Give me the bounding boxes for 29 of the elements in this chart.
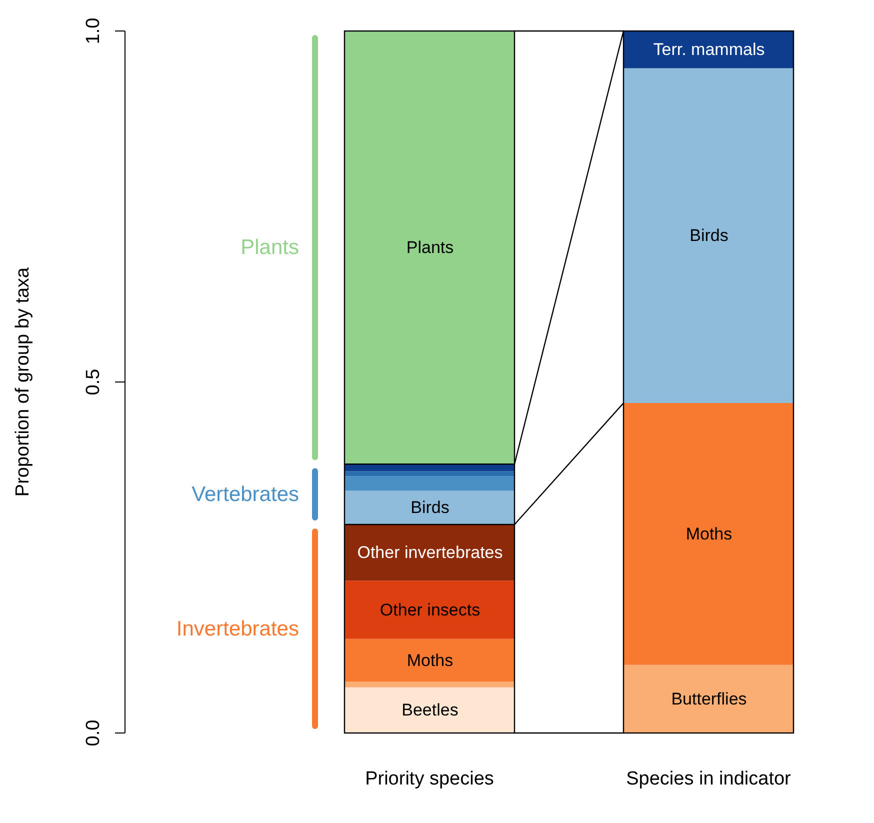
x-tick-label: Species in indicator bbox=[626, 768, 792, 790]
bar bbox=[345, 476, 515, 491]
series-label: Beetles bbox=[402, 700, 458, 720]
series-label: Plants bbox=[406, 238, 454, 258]
bar bbox=[345, 687, 515, 733]
bar bbox=[624, 664, 794, 733]
text: Moths bbox=[686, 524, 732, 544]
series-label: Birds bbox=[410, 498, 450, 518]
text: Birds bbox=[690, 226, 728, 246]
y-tick-label: 0.0 bbox=[83, 720, 104, 746]
series-label: Other insects bbox=[380, 600, 480, 620]
x-tick-label: Priority species bbox=[365, 768, 494, 790]
y-axis-title: Proportion of group by taxa bbox=[12, 266, 34, 497]
annotation: Plants bbox=[240, 236, 299, 260]
bar bbox=[345, 31, 515, 464]
bar bbox=[345, 471, 515, 476]
annotation: Invertebrates bbox=[176, 617, 299, 640]
y-tick-label: 0.5 bbox=[83, 368, 104, 396]
series-label: Butterflies bbox=[671, 689, 747, 708]
series-label: Moths bbox=[406, 650, 454, 670]
series-label: Terr. mammals bbox=[653, 40, 765, 60]
annotation: Vertebrates bbox=[192, 482, 299, 506]
bar bbox=[624, 403, 794, 665]
y-tick-label: 1.0 bbox=[83, 18, 104, 44]
bar bbox=[624, 68, 794, 404]
series-label: Other invertebrates bbox=[357, 543, 503, 562]
bar bbox=[345, 580, 515, 639]
bar bbox=[345, 638, 515, 682]
bar bbox=[345, 682, 515, 688]
